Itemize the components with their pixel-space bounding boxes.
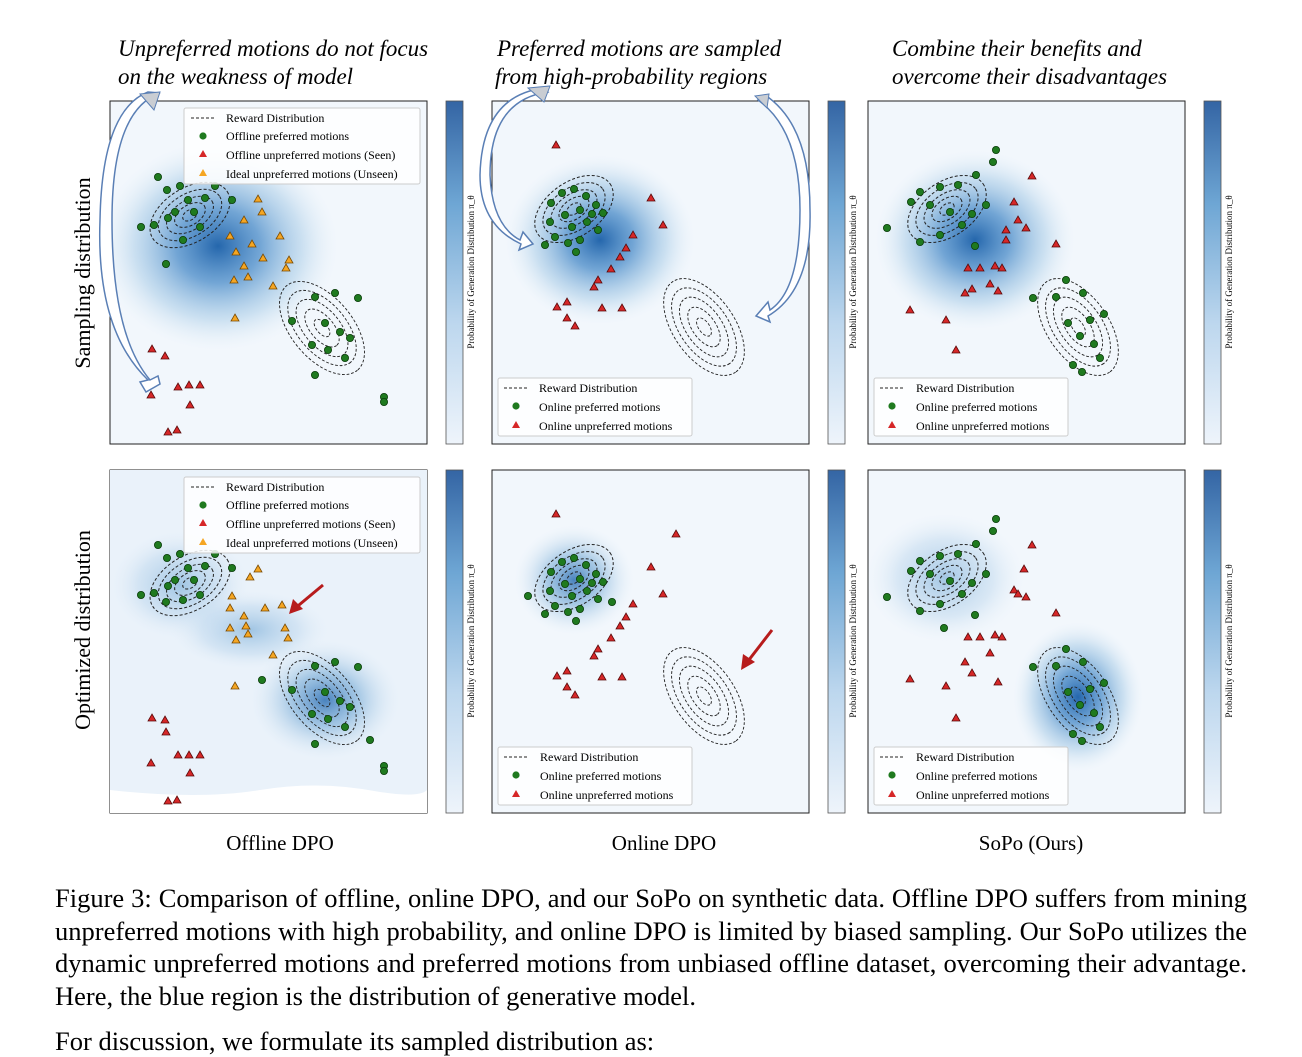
column-header-2-line-2: from high-probability regions (495, 64, 767, 89)
colorbar-label: Probability of Generation Distribution π… (1224, 195, 1234, 348)
legend-ideal-unpreferred: Ideal unpreferred motions (Unseen) (226, 536, 398, 550)
legend-reward: Reward Distribution (540, 750, 638, 764)
column-header-3-line-1: Combine their benefits and (892, 36, 1142, 61)
legend-offline-unpreferred: Offline unpreferred motions (Seen) (226, 148, 395, 162)
column-label-offline: Offline DPO (226, 831, 334, 855)
legend-online-bottom: Reward Distribution Online preferred mot… (497, 746, 693, 806)
legend-reward: Reward Distribution (539, 381, 637, 395)
colorbar-label: Probability of Generation Distribution π… (848, 195, 858, 348)
legend-offline-preferred: Offline preferred motions (226, 498, 349, 512)
column-header-1-line-1: Unpreferred motions do not focus (118, 36, 428, 61)
legend-online-preferred: Online preferred motions (916, 400, 1038, 414)
curved-arrow-online-left (479, 87, 550, 252)
column-header-3-line-2: overcome their disadvantages (892, 64, 1167, 89)
legend-online-unpreferred: Online unpreferred motions (916, 788, 1050, 802)
curved-arrow-online-right (754, 94, 811, 324)
legend-online-top: Reward Distribution Online preferred mot… (497, 377, 693, 437)
figure-caption: Figure 3: Comparison of offline, online … (55, 882, 1247, 1012)
legend-reward: Reward Distribution (916, 381, 1014, 395)
unpreferred-points (146, 344, 205, 436)
body-text-line: For discussion, we formulate its sampled… (55, 1026, 654, 1057)
column-header-1-line-2: on the weakness of model (118, 64, 353, 89)
panel-sopo-sampling: Reward Distribution Online preferred mot… (867, 100, 1186, 445)
colorbar-label: Probability of Generation Distribution π… (1224, 564, 1234, 717)
figure-3: Unpreferred motions do not focus on the … (70, 36, 1234, 855)
legend-ideal-unpreferred: Ideal unpreferred motions (Unseen) (226, 167, 398, 181)
legend-reward: Reward Distribution (226, 480, 324, 494)
legend-reward: Reward Distribution (226, 111, 324, 125)
legend-online-preferred: Online preferred motions (540, 769, 662, 783)
colorbars (445, 100, 1222, 814)
legend-offline-bottom: Reward Distribution Offline preferred mo… (183, 476, 421, 554)
colorbar-label: Probability of Generation Distribution π… (466, 195, 476, 348)
legend-offline-top: Reward Distribution Offline preferred mo… (183, 107, 421, 185)
colorbar-label: Probability of Generation Distribution π… (848, 564, 858, 717)
legend-sopo-top: Reward Distribution Online preferred mot… (873, 377, 1069, 437)
caption-text: Figure 3: Comparison of offline, online … (55, 883, 1247, 1011)
curved-arrow-offline (98, 91, 161, 394)
panel-sopo-optimized: Reward Distribution Online preferred mot… (867, 469, 1186, 814)
legend-reward: Reward Distribution (916, 750, 1014, 764)
ideal-points (225, 194, 294, 322)
row-label-optimized: Optimized distribution (70, 530, 95, 730)
panel-online-sampling: Reward Distribution Online preferred mot… (491, 100, 810, 445)
row-label-sampling: Sampling distribution (70, 177, 95, 368)
colorbar-label: Probability of Generation Distribution π… (466, 564, 476, 717)
column-label-sopo: SoPo (Ours) (979, 831, 1083, 855)
legend-sopo-bottom: Reward Distribution Online preferred mot… (873, 746, 1069, 806)
legend-offline-preferred: Offline preferred motions (226, 129, 349, 143)
legend-online-preferred: Online preferred motions (916, 769, 1038, 783)
panel-online-optimized: Reward Distribution Online preferred mot… (491, 469, 810, 814)
panel-offline-sampling: Reward Distribution Offline preferred mo… (109, 100, 428, 445)
legend-online-unpreferred: Online unpreferred motions (539, 419, 673, 433)
column-label-online: Online DPO (612, 831, 716, 855)
legend-online-unpreferred: Online unpreferred motions (540, 788, 674, 802)
preferred-points (136, 172, 388, 406)
panel-offline-optimized: Reward Distribution Offline preferred mo… (109, 469, 428, 814)
body-text: For discussion, we formulate its sampled… (55, 1026, 655, 1056)
legend-online-unpreferred: Online unpreferred motions (916, 419, 1050, 433)
column-header-2-line-1: Preferred motions are sampled (496, 36, 782, 61)
legend-online-preferred: Online preferred motions (539, 400, 661, 414)
legend-offline-unpreferred: Offline unpreferred motions (Seen) (226, 517, 395, 531)
